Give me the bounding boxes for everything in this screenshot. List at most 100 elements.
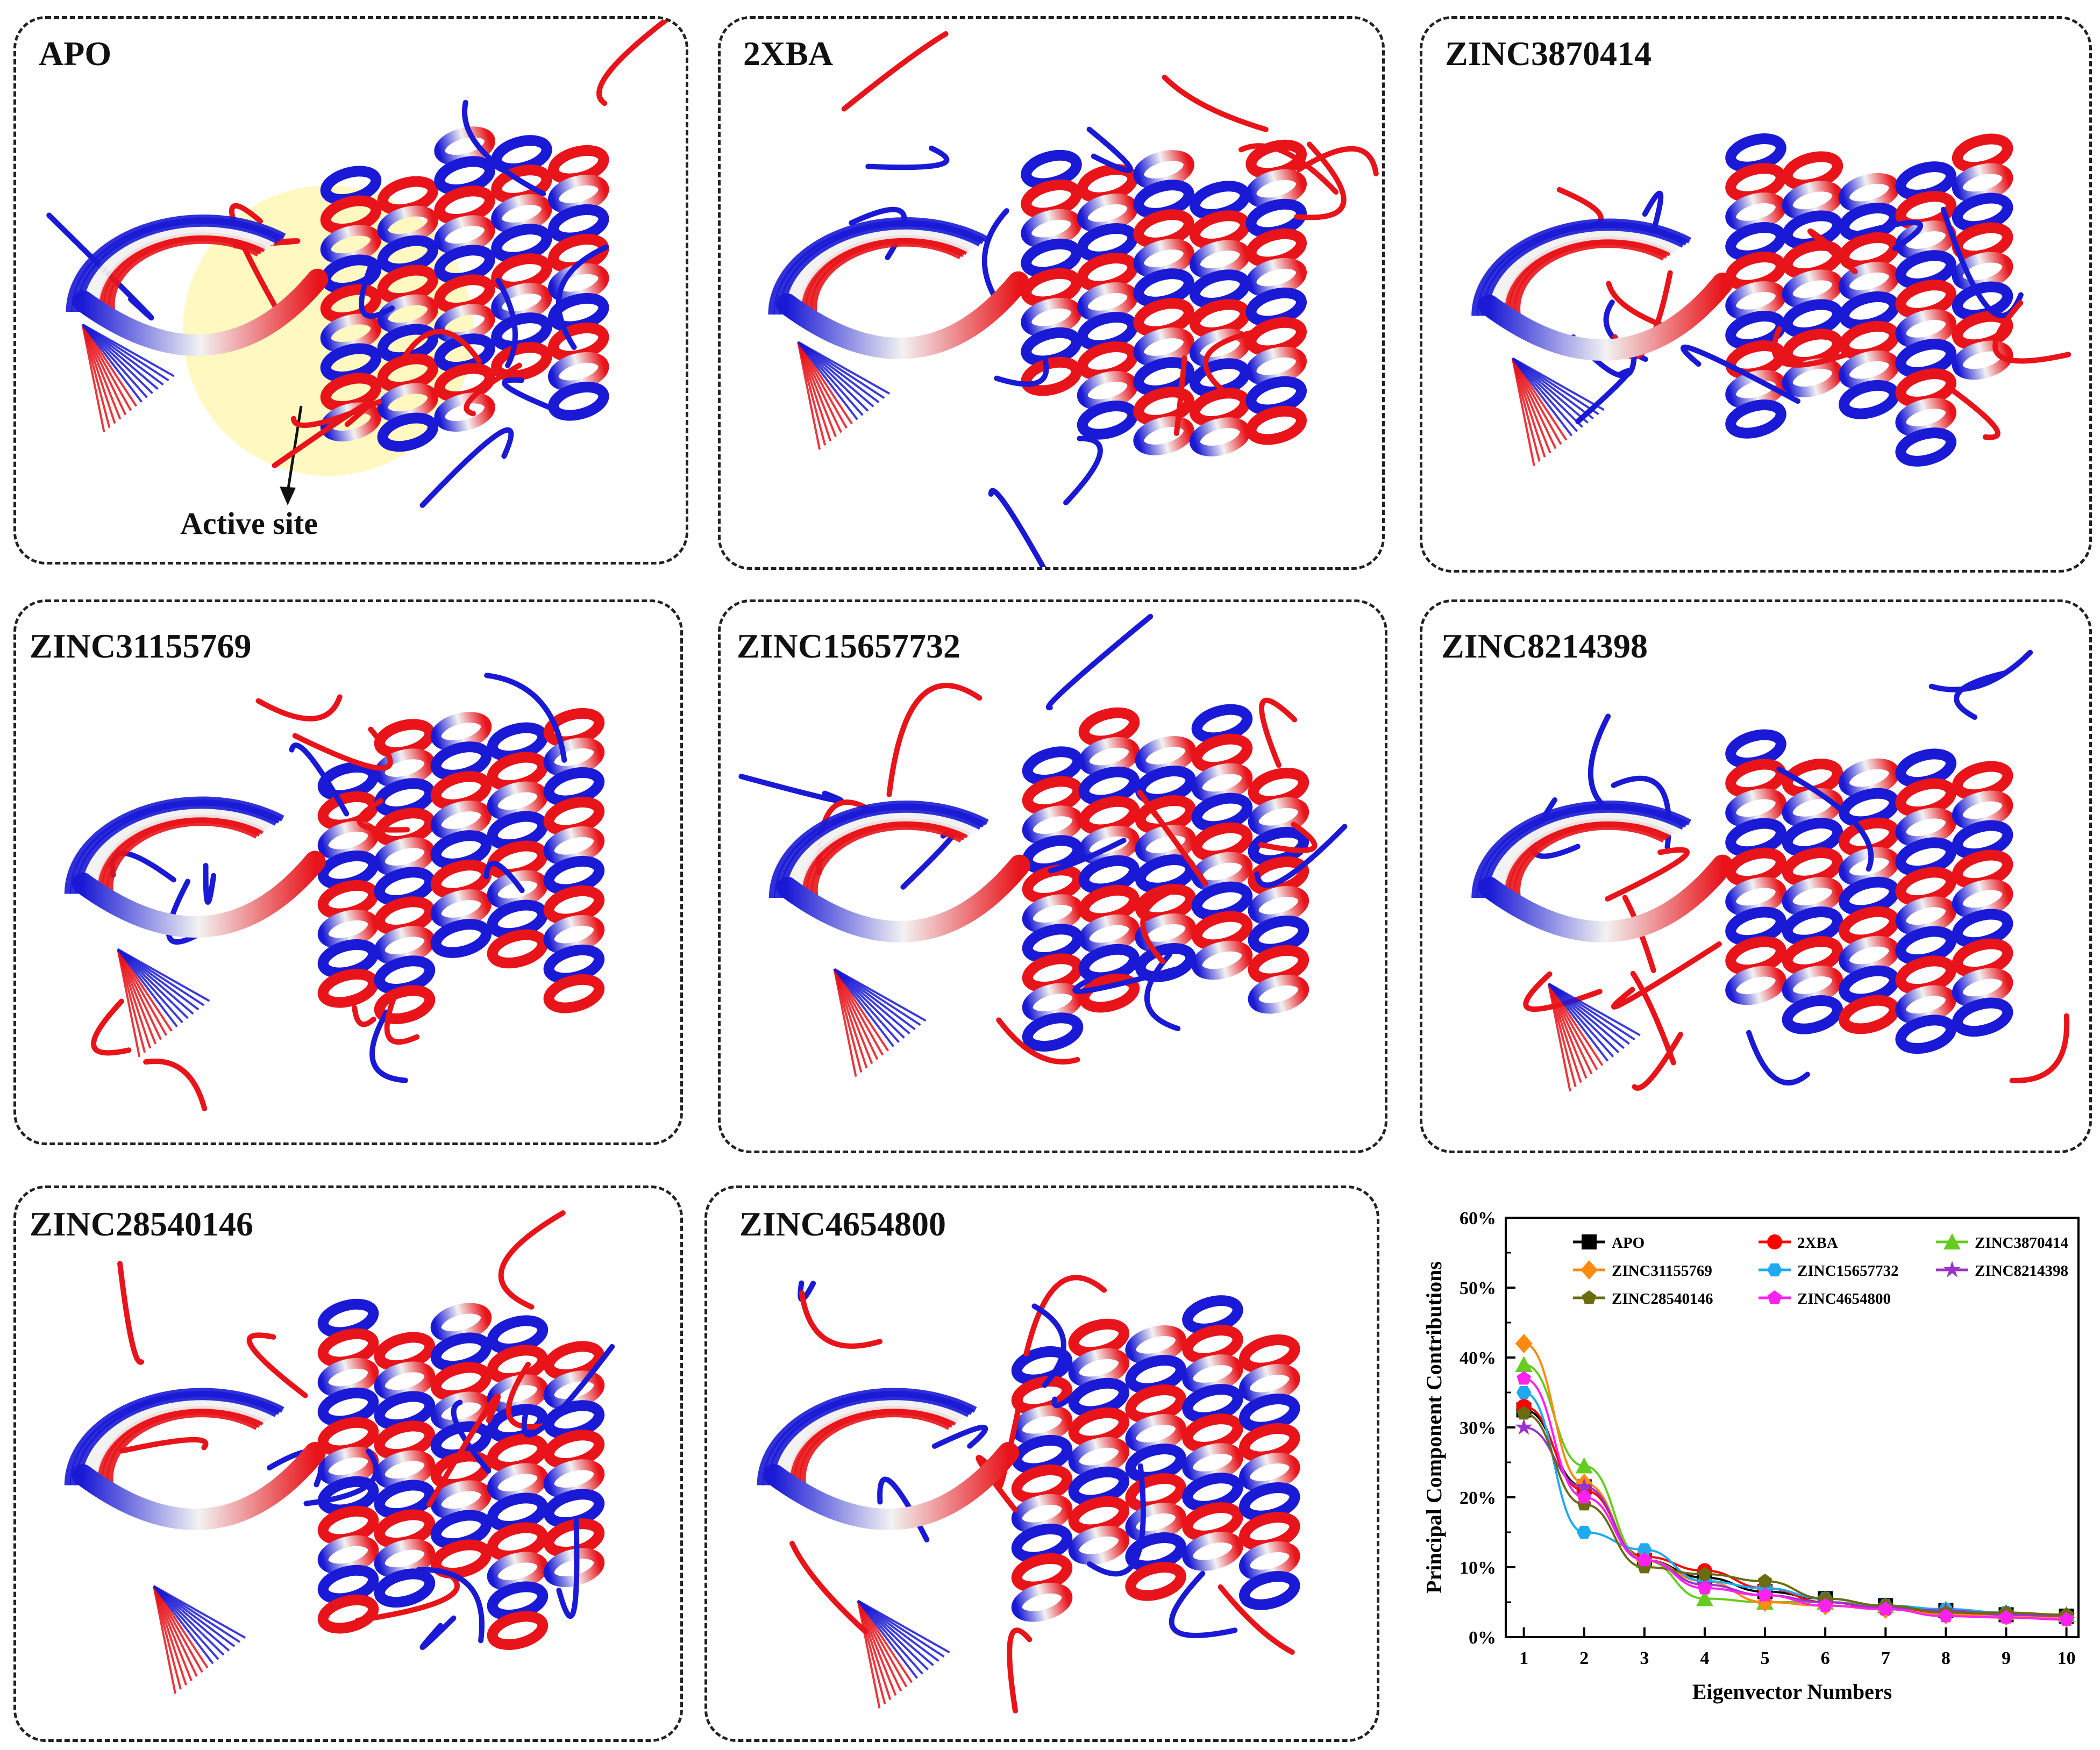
beta-sheet xyxy=(72,268,329,356)
series-zinc4654800 xyxy=(1517,1371,2074,1626)
data-point xyxy=(1637,1553,1652,1567)
data-point xyxy=(1697,1567,1712,1581)
data-point xyxy=(1757,1574,1772,1588)
panel-zinc28540146: ZINC28540146 xyxy=(13,1185,683,1742)
data-point xyxy=(1944,1233,1961,1249)
protein-structure xyxy=(721,602,1385,1151)
data-point xyxy=(1818,1598,1833,1612)
ribbon-drawing xyxy=(1471,133,2071,467)
loop xyxy=(1945,384,2001,440)
data-point xyxy=(1767,1290,1782,1304)
legend-label: ZINC4654800 xyxy=(1797,1290,1891,1308)
loop xyxy=(1218,1584,1295,1655)
ribbon-drawing xyxy=(64,673,605,1111)
helix-turn xyxy=(317,968,379,1008)
loop xyxy=(1072,965,1183,994)
flexible-loop-fan xyxy=(153,1585,198,1677)
loop xyxy=(1140,887,1179,964)
series-line xyxy=(1524,1426,2067,1617)
flexible-loop-fan xyxy=(1512,358,1568,441)
series-zinc28540146 xyxy=(1517,1406,2074,1621)
flexible-loop-fan xyxy=(1512,357,1589,424)
loop xyxy=(1954,670,2007,720)
beta-strand xyxy=(1471,801,1691,898)
loop xyxy=(994,356,1049,387)
flexible-loop-fan xyxy=(1547,983,1582,1083)
loop xyxy=(1258,822,1318,853)
panel-title: ZINC3870414 xyxy=(1445,34,1652,73)
beta-sheet xyxy=(1478,854,1733,942)
flexible-loop-fan xyxy=(833,968,873,1065)
loop xyxy=(521,1344,615,1438)
helix-turn xyxy=(374,1568,436,1608)
data-point xyxy=(1576,1525,1592,1539)
y-tick-label: 40% xyxy=(1460,1348,1496,1368)
flexible-loop-fan xyxy=(117,948,200,1011)
helix-turn xyxy=(1782,995,1843,1034)
helix-turn xyxy=(1077,401,1138,440)
series-zinc3870414 xyxy=(1515,1356,2075,1623)
data-point xyxy=(1697,1581,1712,1595)
beta-sheet xyxy=(763,1442,1020,1530)
data-point xyxy=(1515,1418,1533,1435)
loop xyxy=(416,1567,485,1644)
flexible-loop-fan xyxy=(833,968,895,1047)
loop xyxy=(255,694,343,722)
legend-label: ZINC3870414 xyxy=(1975,1234,2068,1252)
loop xyxy=(143,1058,208,1111)
loop xyxy=(1807,228,1858,275)
flexible-loop-fan xyxy=(82,324,159,390)
helix-turn xyxy=(434,392,495,432)
beta-strand xyxy=(64,1388,284,1485)
loop xyxy=(352,1005,376,1027)
beta-sheet xyxy=(72,851,326,938)
panel-title: ZINC4654800 xyxy=(739,1205,946,1243)
x-tick-label: 4 xyxy=(1700,1648,1709,1668)
flexible-loop-fan xyxy=(1548,983,1620,1053)
loop xyxy=(1162,74,1269,132)
data-point xyxy=(1636,1543,1652,1556)
flexible-loop-fan xyxy=(1512,357,1605,411)
flexible-loop-fan xyxy=(117,948,194,1015)
panel-zinc8214398: ZINC8214398 xyxy=(1420,599,2092,1153)
helix-turn xyxy=(1248,974,1309,1014)
helix-turn xyxy=(430,1539,492,1579)
data-point xyxy=(1517,1371,1531,1385)
flexible-loop-fan xyxy=(153,1585,203,1673)
loop xyxy=(1605,847,1690,902)
flexible-loop-fan xyxy=(797,341,853,425)
flexible-loop-fan xyxy=(857,1600,919,1679)
loop xyxy=(1606,281,1670,330)
beta-strand xyxy=(64,796,284,894)
loop xyxy=(886,683,983,797)
data-point xyxy=(1575,1477,1593,1495)
flexible-loop-fan xyxy=(834,968,905,1039)
ribbon-drawing xyxy=(64,1210,615,1694)
loop xyxy=(556,244,609,350)
flexible-loop-fan xyxy=(153,1585,193,1681)
loop xyxy=(1202,330,1254,396)
flexible-loop-fan xyxy=(153,1585,214,1665)
loop xyxy=(1928,649,2033,692)
helix-turn xyxy=(487,929,549,969)
flexible-loop-fan xyxy=(797,341,848,429)
ribbon-drawing xyxy=(46,19,672,508)
loop xyxy=(900,827,959,890)
helix-turn xyxy=(1895,1015,1956,1054)
helix-turn xyxy=(1011,1583,1073,1622)
data-point xyxy=(1515,1356,1533,1372)
flexible-loop-fan xyxy=(1511,358,1557,449)
flexible-loop-fan xyxy=(153,1585,209,1669)
x-tick-label: 9 xyxy=(2002,1648,2011,1668)
flexible-loop-fan xyxy=(833,968,868,1069)
panel-title: ZINC15657732 xyxy=(737,627,961,665)
loop xyxy=(1611,941,1722,1010)
beta-strand xyxy=(768,801,989,898)
flexible-loop-fan xyxy=(857,1600,929,1670)
data-point xyxy=(1575,1457,1593,1474)
x-tick-label: 6 xyxy=(1821,1648,1830,1668)
data-point xyxy=(2059,1612,2074,1626)
flexible-loop-fan xyxy=(857,1600,913,1683)
flexible-loop-fan xyxy=(797,341,864,416)
flexible-loop-fan xyxy=(153,1585,230,1652)
